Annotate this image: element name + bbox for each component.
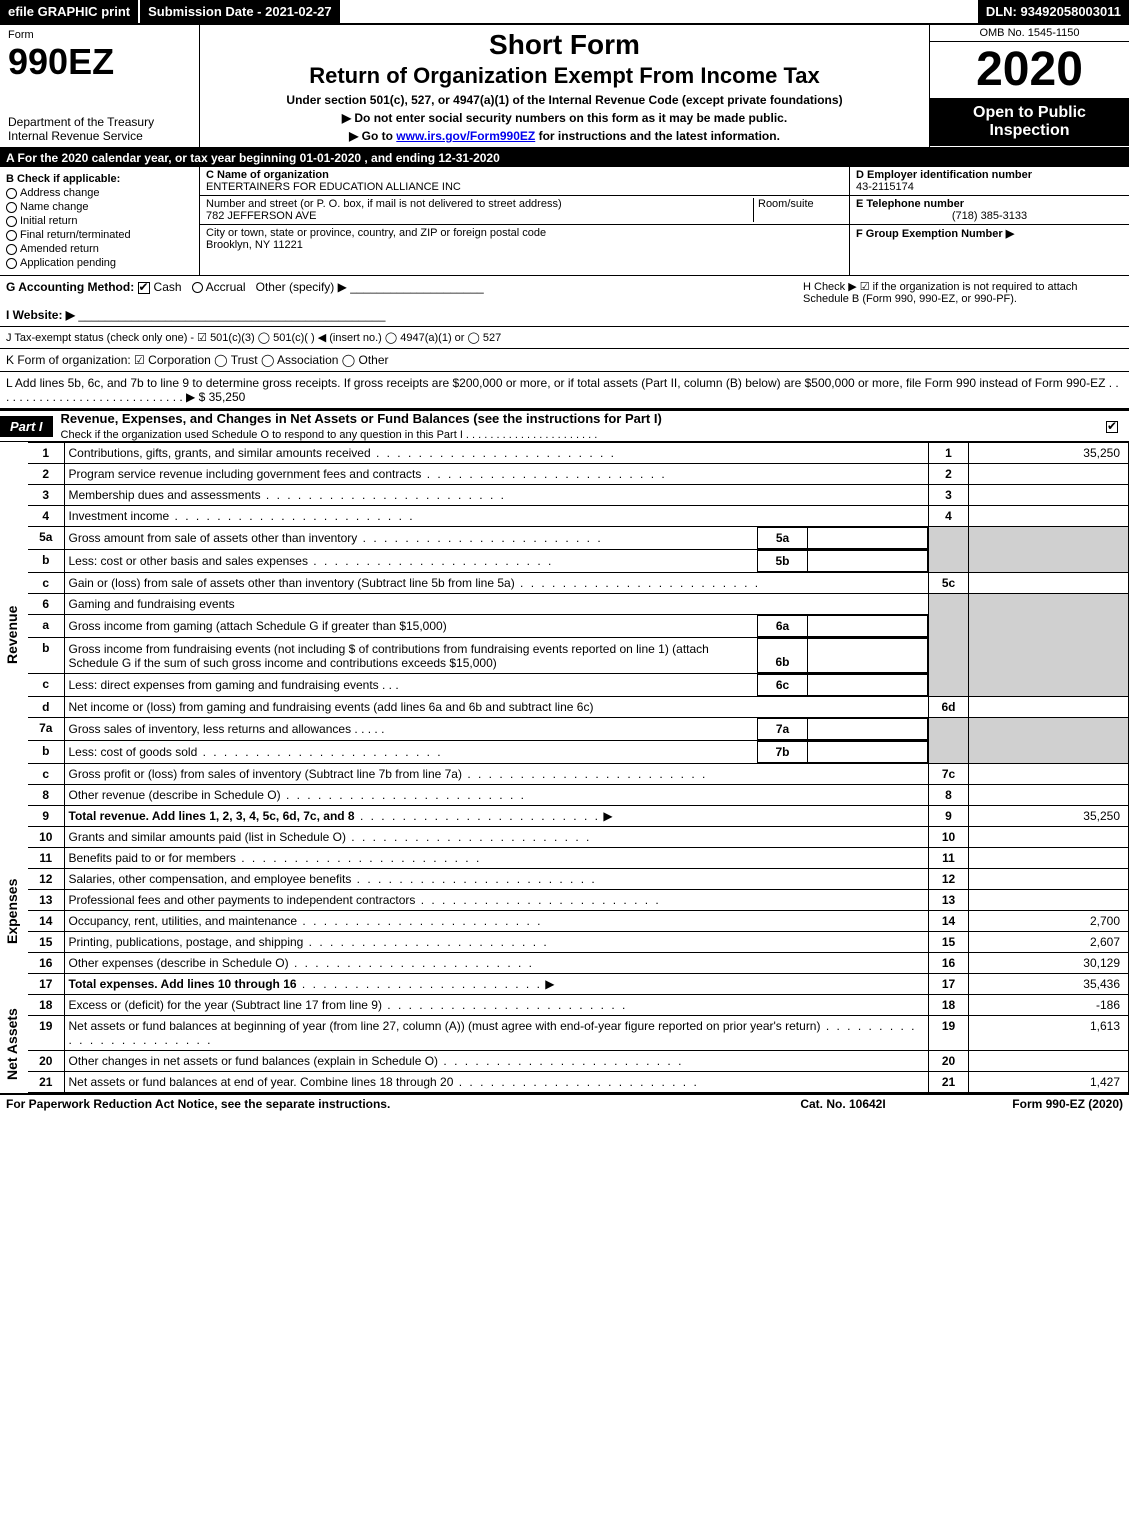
table-row: 5a Gross amount from sale of assets othe…: [0, 527, 1129, 550]
amt-15: 2,607: [969, 932, 1129, 953]
group-exemption-label: F Group Exemption Number ▶: [856, 228, 1014, 240]
table-row: 19Net assets or fund balances at beginni…: [0, 1016, 1129, 1051]
check-address-change[interactable]: [6, 188, 17, 199]
section-c: C Name of organization ENTERTAINERS FOR …: [200, 167, 849, 275]
table-row: 9Total revenue. Add lines 1, 2, 3, 4, 5c…: [0, 806, 1129, 827]
check-amended-return[interactable]: [6, 244, 17, 255]
table-row: Revenue 1 Contributions, gifts, grants, …: [0, 443, 1129, 464]
part-i-title: Revenue, Expenses, and Changes in Net As…: [61, 411, 662, 426]
form-header: Form 990EZ Department of the Treasury In…: [0, 25, 1129, 149]
city-state-zip: Brooklyn, NY 11221: [206, 239, 303, 251]
open-to-public: Open to Public Inspection: [930, 98, 1129, 146]
phone-label: E Telephone number: [856, 198, 964, 210]
amt-21: 1,427: [969, 1072, 1129, 1093]
page-footer: For Paperwork Reduction Act Notice, see …: [0, 1093, 1129, 1113]
room-suite-label: Room/suite: [753, 198, 843, 222]
ein-value: 43-2115174: [856, 181, 914, 193]
irs-link[interactable]: www.irs.gov/Form990EZ: [396, 129, 535, 143]
check-cash[interactable]: [138, 282, 150, 294]
table-row: 12Salaries, other compensation, and empl…: [0, 869, 1129, 890]
phone-value: (718) 385-3133: [856, 210, 1123, 222]
table-row: 8Other revenue (describe in Schedule O) …: [0, 785, 1129, 806]
row-j: J Tax-exempt status (check only one) - ☑…: [0, 327, 1129, 349]
part-i-header: Part I Revenue, Expenses, and Changes in…: [0, 409, 1129, 442]
ein-label: D Employer identification number: [856, 169, 1032, 181]
row-g-h: G Accounting Method: Cash Accrual Other …: [0, 276, 1129, 327]
check-final-return[interactable]: [6, 230, 17, 241]
org-name: ENTERTAINERS FOR EDUCATION ALLIANCE INC: [206, 181, 461, 193]
street-address: 782 JEFFERSON AVE: [206, 210, 316, 222]
side-revenue: Revenue: [0, 443, 28, 827]
amt-9: 35,250: [969, 806, 1129, 827]
schedule-o-check[interactable]: [1106, 421, 1118, 433]
check-initial-return[interactable]: [6, 216, 17, 227]
tax-period: A For the 2020 calendar year, or tax yea…: [0, 149, 1129, 167]
side-expenses: Expenses: [0, 827, 28, 995]
table-row: 2Program service revenue including gover…: [0, 464, 1129, 485]
part-i-tag: Part I: [0, 416, 53, 437]
side-net-assets: Net Assets: [0, 995, 28, 1093]
link-row: ▶ Go to www.irs.gov/Form990EZ for instru…: [208, 129, 921, 143]
table-row: cGain or (loss) from sale of assets othe…: [0, 573, 1129, 594]
entity-info: B Check if applicable: Address change Na…: [0, 167, 1129, 276]
table-row: dNet income or (loss) from gaming and fu…: [0, 697, 1129, 718]
tax-year: 2020: [930, 42, 1129, 98]
table-row: 16Other expenses (describe in Schedule O…: [0, 953, 1129, 974]
table-row: 11Benefits paid to or for members11: [0, 848, 1129, 869]
table-row: Expenses 10Grants and similar amounts pa…: [0, 827, 1129, 848]
amt-17: 35,436: [969, 974, 1129, 995]
table-row: 6Gaming and fundraising events: [0, 594, 1129, 615]
cat-number: Cat. No. 10642I: [763, 1097, 923, 1111]
table-row: 13Professional fees and other payments t…: [0, 890, 1129, 911]
section-d-e-f: D Employer identification number 43-2115…: [849, 167, 1129, 275]
title-short-form: Short Form: [208, 29, 921, 61]
subtitle: Under section 501(c), 527, or 4947(a)(1)…: [208, 93, 921, 107]
section-b: B Check if applicable: Address change Na…: [0, 167, 200, 275]
check-application-pending[interactable]: [6, 258, 17, 269]
top-bar: efile GRAPHIC print Submission Date - 20…: [0, 0, 1129, 25]
city-label: City or town, state or province, country…: [206, 227, 546, 239]
row-l: L Add lines 5b, 6c, and 7b to line 9 to …: [0, 372, 1129, 409]
amt-18: -186: [969, 995, 1129, 1016]
print-link[interactable]: print: [101, 4, 130, 19]
ssn-warning: ▶ Do not enter social security numbers o…: [208, 111, 921, 125]
omb-number: OMB No. 1545-1150: [930, 25, 1129, 42]
table-row: 15Printing, publications, postage, and s…: [0, 932, 1129, 953]
efile-label: efile GRAPHIC print: [0, 0, 140, 23]
lines-table: Revenue 1 Contributions, gifts, grants, …: [0, 442, 1129, 1093]
table-row: 4Investment income 4: [0, 506, 1129, 527]
addr-label: Number and street (or P. O. box, if mail…: [206, 198, 562, 210]
row-k: K Form of organization: ☑ Corporation ◯ …: [0, 349, 1129, 372]
accounting-method-label: G Accounting Method:: [6, 280, 134, 294]
table-row: 7a Gross sales of inventory, less return…: [0, 718, 1129, 741]
org-name-label: C Name of organization: [206, 169, 329, 181]
form-label: Form: [8, 29, 191, 41]
title-return: Return of Organization Exempt From Incom…: [208, 63, 921, 89]
amt-14: 2,700: [969, 911, 1129, 932]
section-b-heading: B Check if applicable:: [6, 173, 193, 185]
table-row: 20Other changes in net assets or fund ba…: [0, 1051, 1129, 1072]
amt-19: 1,613: [969, 1016, 1129, 1051]
form-footer-id: Form 990-EZ (2020): [923, 1097, 1123, 1111]
check-name-change[interactable]: [6, 202, 17, 213]
table-row: 3Membership dues and assessments 3: [0, 485, 1129, 506]
form-number: 990EZ: [8, 41, 191, 83]
amt-16: 30,129: [969, 953, 1129, 974]
submission-date: Submission Date - 2021-02-27: [140, 0, 342, 23]
amt-1: 35,250: [969, 443, 1129, 464]
irs-label: Internal Revenue Service: [8, 129, 191, 143]
part-i-checknote: Check if the organization used Schedule …: [61, 429, 598, 441]
table-row: 17Total expenses. Add lines 10 through 1…: [0, 974, 1129, 995]
schedule-b-check: H Check ▶ ☑ if the organization is not r…: [803, 280, 1123, 322]
table-row: 21Net assets or fund balances at end of …: [0, 1072, 1129, 1093]
website-label: I Website: ▶: [6, 308, 75, 322]
table-row: Net Assets 18Excess or (deficit) for the…: [0, 995, 1129, 1016]
table-row: cGross profit or (loss) from sales of in…: [0, 764, 1129, 785]
paperwork-notice: For Paperwork Reduction Act Notice, see …: [6, 1097, 763, 1111]
dln: DLN: 93492058003011: [978, 0, 1129, 23]
dept-treasury: Department of the Treasury: [8, 115, 191, 129]
table-row: 14Occupancy, rent, utilities, and mainte…: [0, 911, 1129, 932]
check-accrual[interactable]: [192, 282, 203, 293]
